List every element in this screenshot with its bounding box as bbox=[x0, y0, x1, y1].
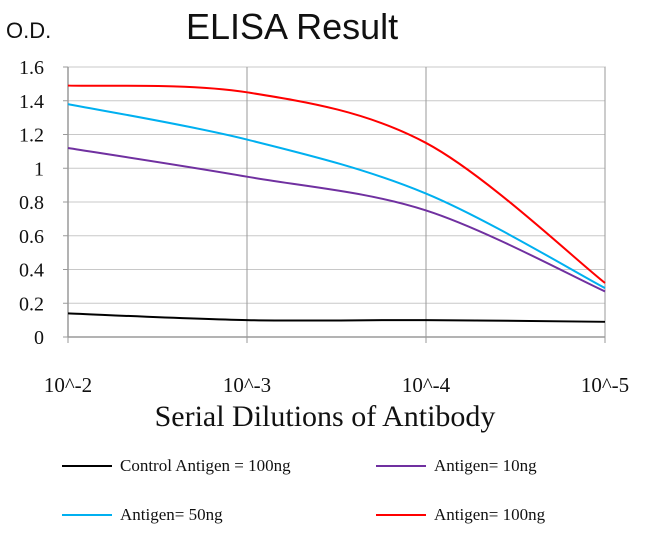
legend-item-antigen-10ng: Antigen= 10ng bbox=[376, 456, 537, 476]
y-tick-label: 1.2 bbox=[19, 125, 44, 147]
legend-label: Antigen= 50ng bbox=[120, 505, 223, 524]
series-line-antigen-100ng bbox=[67, 84, 606, 284]
legend-label: Antigen= 100ng bbox=[434, 505, 546, 524]
legend-item-antigen-100ng: Antigen= 100ng bbox=[376, 505, 545, 525]
legend-swatch bbox=[376, 465, 426, 467]
y-tick-label: 0.8 bbox=[19, 192, 44, 214]
legend-swatch bbox=[376, 514, 426, 516]
legend-label: Antigen= 10ng bbox=[434, 456, 537, 475]
legend-swatch bbox=[62, 514, 112, 516]
legend-swatch bbox=[62, 465, 112, 467]
legend-item-antigen-50ng: Antigen= 50ng bbox=[62, 505, 223, 525]
y-tick-label: 1.6 bbox=[19, 57, 44, 79]
legend-label: Control Antigen = 100ng bbox=[120, 456, 291, 475]
legend-item-control: Control Antigen = 100ng bbox=[62, 456, 291, 476]
x-axis-label: Serial Dilutions of Antibody bbox=[154, 400, 496, 433]
y-tick-label: 0.6 bbox=[19, 226, 44, 248]
y-tick-label: 0.2 bbox=[19, 293, 44, 315]
y-tick-label: 0 bbox=[34, 327, 44, 349]
y-tick-label: 1 bbox=[34, 158, 44, 180]
series-line-antigen-50ng bbox=[67, 103, 606, 289]
y-tick-label: 1.4 bbox=[19, 91, 44, 113]
y-tick-label: 0.4 bbox=[19, 260, 44, 282]
x-tick-label: 10^-4 bbox=[402, 373, 451, 397]
x-tick-label: 10^-5 bbox=[581, 373, 629, 397]
y-axis-label: O.D. bbox=[6, 18, 52, 43]
chart-title: ELISA Result bbox=[186, 6, 399, 47]
x-tick-label: 10^-3 bbox=[223, 373, 271, 397]
series-line-antigen-10ng bbox=[67, 147, 606, 293]
x-tick-label: 10^-2 bbox=[44, 373, 92, 397]
series-line-control-antigen-100ng bbox=[67, 312, 606, 323]
